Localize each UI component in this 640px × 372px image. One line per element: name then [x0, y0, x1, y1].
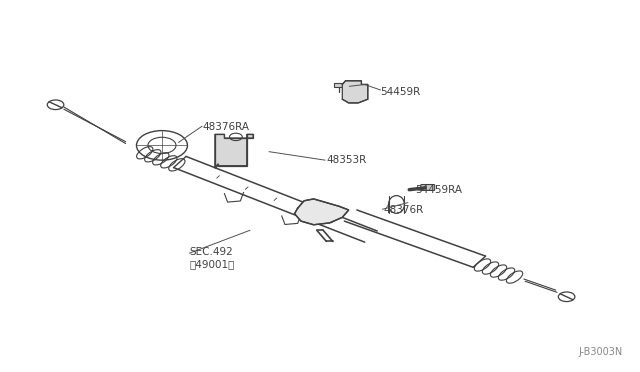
Text: 54459RA: 54459RA — [415, 185, 463, 195]
Text: 48353R: 48353R — [326, 155, 367, 165]
Polygon shape — [294, 199, 349, 225]
Text: 48376RA: 48376RA — [202, 122, 249, 132]
Polygon shape — [215, 134, 253, 167]
Text: SEC.492
〄49001々: SEC.492 〄49001々 — [189, 247, 235, 269]
Polygon shape — [334, 83, 344, 87]
Text: J-B3003N: J-B3003N — [579, 347, 623, 357]
FancyBboxPatch shape — [420, 185, 435, 190]
Text: 48376R: 48376R — [384, 205, 424, 215]
Polygon shape — [342, 81, 368, 103]
Text: 54459R: 54459R — [381, 87, 420, 97]
